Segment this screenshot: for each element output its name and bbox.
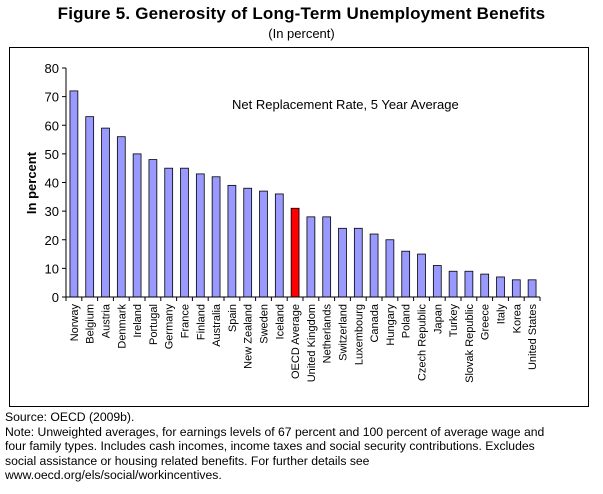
x-tick-label: Luxembourg <box>353 304 365 365</box>
y-tick-label: 50 <box>45 147 59 162</box>
x-tick-label: Hungary <box>385 304 397 346</box>
bar-switzerland <box>338 227 347 298</box>
bar-portugal <box>148 159 158 298</box>
bar-germany <box>164 167 174 298</box>
y-tick-label: 70 <box>45 90 59 105</box>
x-tick-label: Austria <box>101 303 113 338</box>
x-tick-label: Japan <box>432 304 444 334</box>
bar-finland <box>195 173 205 298</box>
x-tick-label: New Zealand <box>243 304 255 369</box>
y-axis-label: In percent <box>24 151 39 214</box>
x-tick-label: Australia <box>211 303 223 347</box>
note-line: www.oecd.org/els/social/workincentives. <box>5 468 222 482</box>
x-tick-label: OECD Average <box>290 304 302 379</box>
bar-united-kingdom <box>306 216 316 298</box>
bar-greece <box>480 273 490 298</box>
figure-title: Figure 5. Generosity of Long-Term Unempl… <box>57 4 546 23</box>
x-tick-label: United States <box>527 304 539 371</box>
x-tick-label: Turkey <box>448 304 460 338</box>
bar-luxembourg <box>353 227 363 298</box>
x-tick-label: Finland <box>195 304 207 340</box>
bar-japan <box>432 265 442 298</box>
note-line: social assistance or housing related ben… <box>5 453 370 468</box>
bar-czech-republic <box>417 253 426 298</box>
bar-chart: In percent Net Replacement Rate, 5 Year … <box>24 61 541 383</box>
y-tick-label: 10 <box>45 261 59 276</box>
x-tick-label: Spain <box>227 304 239 332</box>
x-tick-label: Denmark <box>116 304 128 349</box>
bar-slovak-republic <box>464 270 474 298</box>
chart-annotation: Net Replacement Rate, 5 Year Average <box>232 97 459 112</box>
x-tick-label: Canada <box>369 303 381 342</box>
note-line: Note: Unweighted averages, for earnings … <box>5 424 545 439</box>
bar-austria <box>101 127 110 298</box>
bar-iceland <box>274 193 284 298</box>
chart-frame: In percent Net Replacement Rate, 5 Year … <box>9 47 589 407</box>
x-tick-label: Switzerland <box>338 304 350 361</box>
bar-united-states <box>527 279 537 298</box>
bar-new-zealand <box>243 187 253 298</box>
bar-hungary <box>385 239 395 298</box>
x-tick-label: Germany <box>164 304 176 350</box>
y-tick-label: 20 <box>45 233 59 248</box>
bar-italy <box>496 276 505 298</box>
bar-sweden <box>259 190 268 298</box>
x-tick-label: Italy <box>496 304 508 325</box>
source-note: Source: OECD (2009b). <box>5 410 135 424</box>
bar-spain <box>227 184 237 298</box>
bar-belgium <box>85 116 95 298</box>
bar-australia <box>211 176 221 298</box>
x-tick-label: Czech Republic <box>417 304 429 382</box>
bar-oecd-average <box>290 207 300 298</box>
x-tick-label: Slovak Republic <box>464 304 476 383</box>
x-tick-label: France <box>180 304 192 338</box>
note-line: four family types. Includes cash incomes… <box>5 439 535 453</box>
x-tick-label: Norway <box>69 304 81 342</box>
figure-subtitle: (In percent) <box>268 26 335 41</box>
y-tick-label: 0 <box>52 290 59 305</box>
bar-poland <box>401 250 411 298</box>
plot-area: 0 10 20 30 40 50 60 70 80 Norway Belgium Austria Den… <box>45 61 541 383</box>
notes-section: Source: OECD (2009b). Note: Unweighted a… <box>5 410 603 483</box>
bar-ireland <box>132 153 142 298</box>
x-tick-label: Iceland <box>274 304 286 339</box>
bar-turkey <box>448 270 458 298</box>
x-tick-label: Ireland <box>132 304 144 338</box>
x-tick-label: Portugal <box>148 304 160 345</box>
bar-denmark <box>116 136 126 298</box>
x-tick-label: Poland <box>401 304 413 338</box>
x-tick-label: Belgium <box>85 304 97 344</box>
y-tick-label: 30 <box>45 204 59 219</box>
x-tick-label: Korea <box>511 303 523 333</box>
bar-canada <box>369 233 379 298</box>
y-tick-label: 60 <box>45 118 59 133</box>
x-tick-label: Netherlands <box>322 304 334 364</box>
x-tick-label: Greece <box>480 304 492 340</box>
y-tick-label: 80 <box>45 61 59 76</box>
x-tick-label: Sweden <box>259 304 271 344</box>
y-tick-label: 40 <box>45 176 59 191</box>
bar-france <box>180 167 189 298</box>
bar-korea <box>511 279 521 298</box>
bar-norway <box>69 90 79 298</box>
bar-netherlands <box>322 216 332 298</box>
x-tick-label: United Kingdom <box>306 304 318 382</box>
